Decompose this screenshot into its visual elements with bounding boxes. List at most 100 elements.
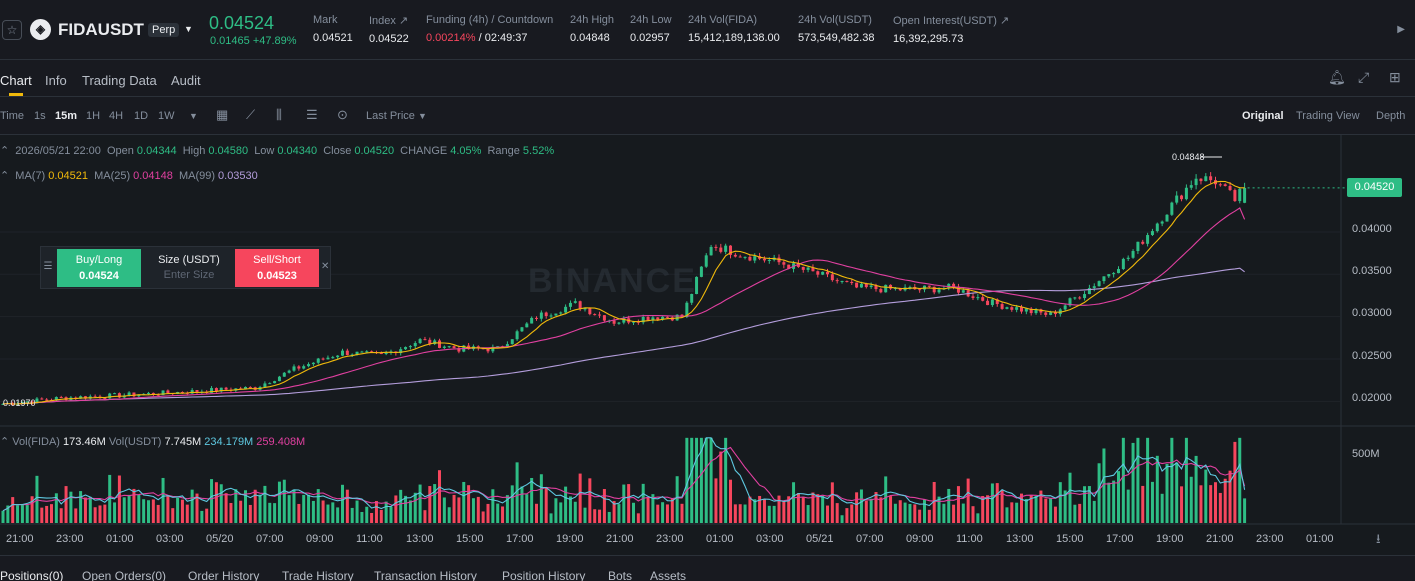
y-axis-tick: 0.02000 (1352, 392, 1392, 404)
tab-bots[interactable]: Bots (608, 569, 633, 581)
candle-body (539, 312, 543, 319)
collapse-chevron-icon[interactable]: ⌃ (0, 170, 10, 182)
chevron-down-icon[interactable]: ▼ (184, 24, 193, 34)
tab-chart[interactable]: Chart (0, 73, 32, 88)
volume-bar (404, 495, 408, 523)
tab-order-history[interactable]: Order History (188, 569, 260, 581)
volume-bar (559, 502, 563, 523)
interval-time[interactable]: Time (0, 110, 25, 122)
view-trading-view[interactable]: Trading View (1296, 110, 1360, 122)
interval-1d[interactable]: 1D (134, 110, 149, 122)
volume-bar (651, 494, 655, 523)
volume-bar (990, 483, 994, 523)
volume-bar (268, 502, 272, 523)
volume-bar (6, 505, 10, 523)
volume-bar (413, 492, 417, 523)
volume-bar (704, 437, 708, 523)
collapse-chevron-icon[interactable]: ⌃ (0, 145, 10, 157)
stat-index[interactable]: Index ↗ 0.04522 (369, 14, 409, 45)
candle-body (35, 398, 39, 404)
volume-bar (287, 495, 291, 523)
line-tool-icon[interactable]: ⟋ (246, 107, 256, 122)
indicators-icon[interactable]: ☰ (306, 107, 318, 122)
stat-24h-low: 24h Low 0.02957 (630, 14, 672, 44)
reset-scale-icon[interactable]: ⭳ (1376, 531, 1381, 546)
bell-icon[interactable]: 🔔︎ (1328, 69, 1346, 85)
candle-body (646, 316, 650, 321)
volume-bar (471, 498, 475, 523)
settings-icon[interactable]: ⊙ (337, 107, 348, 122)
volume-bar (1117, 471, 1120, 523)
candle-body (1228, 186, 1232, 191)
tab-trade-history[interactable]: Trade History (282, 569, 354, 581)
volume-bar (263, 485, 267, 523)
price-type-select[interactable]: Last Price ▼ (366, 110, 427, 122)
volume-bar (1165, 463, 1169, 523)
candle-body (331, 357, 335, 359)
candle-body (932, 286, 936, 293)
interval-4h[interactable]: 4H (109, 110, 124, 122)
stat-24h-vol-usdt: 24h Vol(USDT) 573,549,482.38 (798, 14, 874, 44)
candle-body (1204, 176, 1208, 182)
drag-handle-icon[interactable]: ☰ (43, 261, 53, 272)
candle-body (360, 351, 364, 353)
view-depth[interactable]: Depth (1376, 110, 1406, 122)
volume-bar (311, 500, 315, 523)
candle-body (447, 346, 451, 348)
x-axis-tick: 13:00 (1006, 533, 1034, 545)
sell-short-button[interactable]: Sell/Short 0.04523 (235, 249, 319, 287)
interval-15m[interactable]: 15m (55, 110, 78, 122)
vol-usdt-value: 7.745M (164, 436, 202, 448)
tab-position-history[interactable]: Position History (502, 569, 586, 581)
tab-audit[interactable]: Audit (171, 73, 201, 88)
interval-1w[interactable]: 1W (158, 110, 175, 122)
tab-open-orders[interactable]: Open Orders(0) (82, 569, 167, 581)
size-input[interactable] (147, 269, 231, 281)
interval-1h[interactable]: 1H (86, 110, 101, 122)
close-icon[interactable]: ✕ (321, 261, 330, 272)
volume-bar (234, 489, 238, 523)
view-original[interactable]: Original (1242, 110, 1284, 122)
candle-body (438, 340, 441, 348)
volume-bar (142, 499, 146, 523)
tab-info[interactable]: Info (45, 73, 67, 88)
volume-bar (952, 504, 956, 523)
tab-assets[interactable]: Assets (650, 569, 687, 581)
favorite-star-icon[interactable]: ☆ (2, 20, 22, 40)
buy-long-button[interactable]: Buy/Long 0.04524 (57, 249, 141, 287)
candle-type-icon[interactable]: ⫼ (276, 107, 282, 122)
tab-transaction-history[interactable]: Transaction History (374, 569, 477, 581)
layout-grid-icon[interactable]: ⊞ (1389, 69, 1401, 85)
candle-body (767, 259, 771, 261)
volume-bar (583, 507, 587, 523)
candle-body (1184, 187, 1188, 200)
candlestick-chart[interactable] (0, 135, 1415, 555)
interval-1s[interactable]: 1s (34, 110, 46, 122)
tab-positions[interactable]: Positions(0) (0, 569, 64, 581)
x-axis-tick: 17:00 (506, 533, 534, 545)
stat-open-interest[interactable]: Open Interest(USDT) ↗ 16,392,295.73 (893, 14, 1009, 45)
stat-label: Mark (313, 14, 338, 26)
symbol-name[interactable]: FIDAUSDT (58, 20, 144, 39)
chart-area[interactable]: BINANCE ⌃ 2026/05/21 22:00 Open 0.04344 H… (0, 135, 1415, 555)
volume-bar (733, 504, 737, 523)
calendar-icon[interactable]: ▦ (216, 107, 229, 122)
volume-info: ⌃ Vol(FIDA) 173.46M Vol(USDT) 7.745M 234… (0, 435, 305, 448)
collapse-chevron-icon[interactable]: ⌃ (0, 436, 10, 448)
volume-bar (132, 488, 136, 523)
x-axis-tick: 23:00 (656, 533, 684, 545)
interval-more-chevron-icon[interactable]: ▼ (189, 111, 198, 121)
volume-bar (884, 476, 888, 523)
volume-bar (1058, 482, 1062, 523)
volume-bar (59, 508, 63, 523)
candle-body (704, 255, 708, 267)
tab-trading-data[interactable]: Trading Data (82, 73, 157, 88)
candle-body (598, 314, 602, 316)
scroll-right-icon[interactable]: ▶ (1397, 24, 1405, 35)
fullscreen-icon[interactable]: ⤢ (1358, 69, 1370, 85)
x-axis-tick: 23:00 (56, 533, 84, 545)
volume-bar (796, 493, 800, 523)
candle-body (365, 351, 369, 353)
volume-bar (88, 496, 92, 523)
volume-bar (961, 503, 965, 523)
